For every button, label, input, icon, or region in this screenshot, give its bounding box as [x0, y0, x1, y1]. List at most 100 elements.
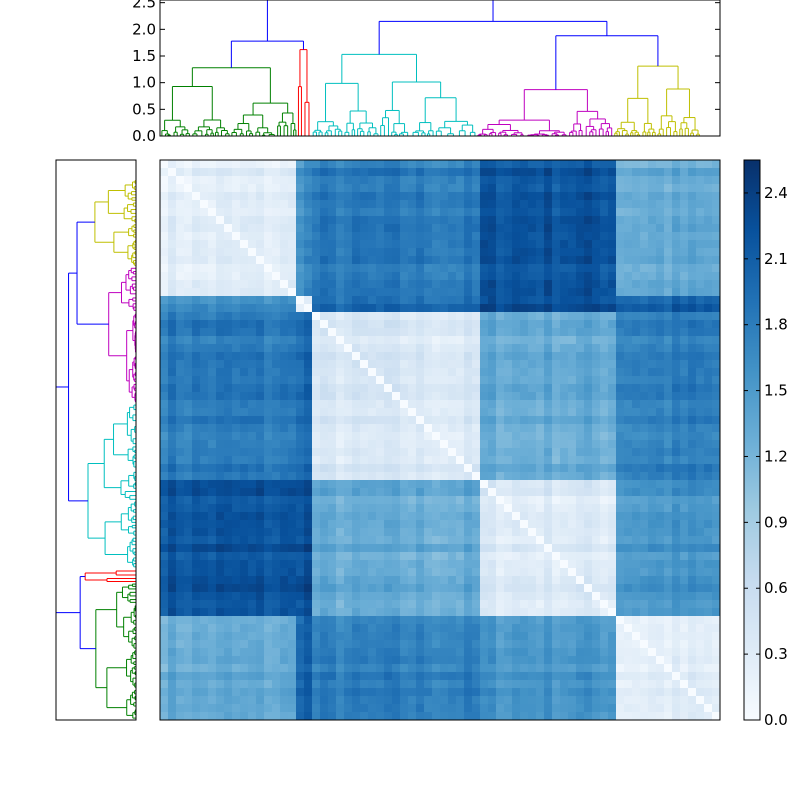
heatmap-cell — [184, 280, 193, 289]
heatmap-cell — [328, 360, 337, 369]
heatmap-cell — [344, 568, 353, 577]
heatmap-cell — [608, 600, 617, 609]
heatmap-cell — [584, 320, 593, 329]
heatmap-cell — [504, 432, 513, 441]
heatmap-cell — [472, 280, 481, 289]
heatmap-cell — [232, 520, 241, 529]
heatmap-cell — [312, 272, 321, 281]
heatmap-cell — [264, 512, 273, 521]
heatmap-cell — [232, 480, 241, 489]
heatmap-cell — [400, 600, 409, 609]
heatmap-cell — [576, 160, 585, 169]
heatmap-cell — [224, 560, 233, 569]
heatmap-cell — [392, 320, 401, 329]
heatmap-cell — [472, 200, 481, 209]
heatmap-cell — [536, 512, 545, 521]
heatmap-cell — [256, 520, 265, 529]
heatmap-cell — [528, 176, 537, 185]
heatmap-cell — [408, 448, 417, 457]
heatmap-cell — [288, 520, 297, 529]
heatmap-cell — [648, 376, 657, 385]
heatmap-cell — [192, 248, 201, 257]
heatmap-cell — [160, 504, 169, 513]
heatmap-cell — [552, 272, 561, 281]
heatmap-cell — [624, 312, 633, 321]
heatmap-cell — [704, 336, 713, 345]
heatmap-cell — [280, 464, 289, 473]
heatmap-cell — [288, 240, 297, 249]
heatmap-cell — [576, 248, 585, 257]
heatmap-cell — [432, 384, 441, 393]
heatmap-cell — [176, 472, 185, 481]
heatmap-cell — [328, 184, 337, 193]
heatmap-cell — [424, 592, 433, 601]
heatmap-cell — [568, 552, 577, 561]
heatmap-cell — [288, 184, 297, 193]
heatmap-cell — [440, 584, 449, 593]
heatmap-cell — [224, 608, 233, 617]
heatmap-cell — [448, 592, 457, 601]
heatmap-cell — [464, 272, 473, 281]
heatmap-cell — [352, 336, 361, 345]
heatmap-cell — [712, 208, 721, 217]
heatmap-cell — [680, 232, 689, 241]
heatmap-cell — [264, 320, 273, 329]
heatmap-cell — [200, 384, 209, 393]
heatmap-cell — [224, 232, 233, 241]
heatmap-cell — [616, 456, 625, 465]
heatmap-cell — [424, 192, 433, 201]
heatmap-cell — [176, 504, 185, 513]
heatmap-cell — [688, 184, 697, 193]
heatmap-cell — [624, 184, 633, 193]
heatmap-cell — [200, 504, 209, 513]
heatmap-cell — [648, 480, 657, 489]
heatmap-cell — [384, 368, 393, 377]
heatmap-cell — [360, 296, 369, 305]
heatmap-cell — [672, 200, 681, 209]
heatmap-cell — [360, 168, 369, 177]
heatmap-cell — [656, 600, 665, 609]
heatmap-cell — [464, 568, 473, 577]
heatmap-cell — [256, 200, 265, 209]
heatmap-cell — [536, 400, 545, 409]
heatmap-cell — [376, 456, 385, 465]
heatmap-cell — [416, 424, 425, 433]
heatmap-cell — [560, 536, 569, 545]
heatmap-cell — [688, 544, 697, 553]
heatmap-cell — [448, 560, 457, 569]
heatmap-cell — [712, 352, 721, 361]
heatmap-cell — [704, 272, 713, 281]
heatmap-cell — [272, 600, 281, 609]
heatmap-cell — [640, 488, 649, 497]
heatmap-cell — [648, 224, 657, 233]
heatmap-cell — [256, 280, 265, 289]
heatmap-cell — [688, 456, 697, 465]
heatmap-cell — [504, 456, 513, 465]
heatmap-cell — [408, 600, 417, 609]
heatmap-cell — [624, 472, 633, 481]
heatmap-cell — [400, 576, 409, 585]
heatmap-cell — [480, 232, 489, 241]
heatmap-cell — [608, 384, 617, 393]
heatmap-cell — [376, 448, 385, 457]
heatmap-cell — [592, 368, 601, 377]
heatmap-cell — [296, 328, 305, 337]
heatmap-cell — [304, 408, 313, 417]
heatmap-cell — [384, 160, 393, 169]
heatmap-cell — [192, 160, 201, 169]
heatmap-cell — [576, 584, 585, 593]
heatmap-cell — [568, 224, 577, 233]
heatmap-cell — [624, 480, 633, 489]
heatmap-cell — [312, 536, 321, 545]
heatmap-cell — [664, 440, 673, 449]
heatmap-cell — [416, 512, 425, 521]
heatmap-cell — [464, 160, 473, 169]
heatmap-cell — [584, 264, 593, 273]
heatmap-cell — [472, 432, 481, 441]
heatmap-cell — [664, 448, 673, 457]
heatmap-cell — [192, 296, 201, 305]
heatmap-cell — [544, 512, 553, 521]
heatmap-cell — [576, 168, 585, 177]
heatmap-cell — [568, 472, 577, 481]
